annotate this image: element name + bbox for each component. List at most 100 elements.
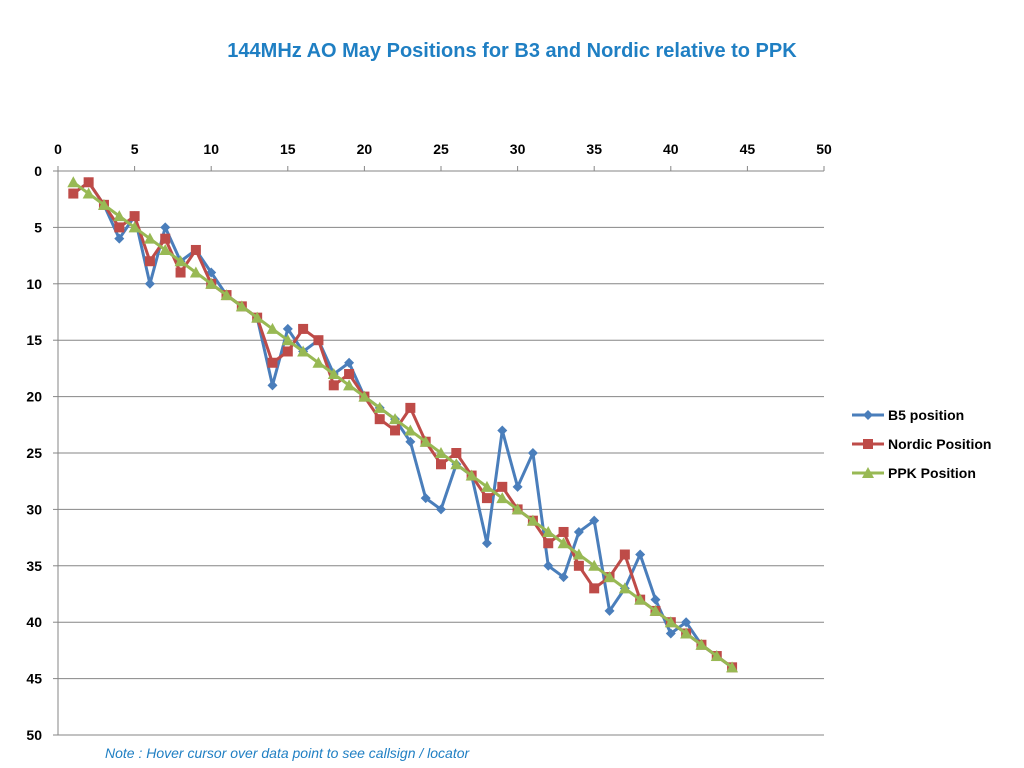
point-b5[interactable]: B5 position: 36, 39 [604, 605, 615, 616]
x-tick-label: 20 [357, 141, 373, 157]
point-ppk[interactable]: PPK Position: 31, 31 [526, 514, 539, 526]
point-nordic[interactable]: Nordic Position: 21, 22 [374, 414, 385, 425]
point-ppk[interactable]: PPK Position: 7, 7 [159, 243, 172, 255]
point-b5[interactable]: B5 position: 15, 14 [282, 323, 293, 334]
point-ppk[interactable]: PPK Position: 43, 43 [710, 650, 723, 662]
point-nordic[interactable]: Nordic Position: 1, 2 [68, 188, 79, 199]
point-nordic[interactable]: Nordic Position: 19, 18 [344, 369, 355, 380]
point-ppk[interactable]: PPK Position: 35, 35 [588, 559, 601, 571]
point-nordic[interactable]: Nordic Position: 2, 1 [83, 177, 94, 188]
point-ppk[interactable]: PPK Position: 21, 21 [373, 401, 386, 413]
point-nordic[interactable]: Nordic Position: 35, 37 [589, 583, 600, 594]
point-ppk[interactable]: PPK Position: 20, 20 [358, 390, 371, 402]
y-tick-label: 10 [26, 276, 42, 292]
point-nordic[interactable]: Nordic Position: 7, 6 [160, 233, 171, 244]
point-ppk[interactable]: PPK Position: 4, 4 [113, 210, 126, 222]
point-nordic[interactable]: Nordic Position: 23, 21 [405, 402, 416, 413]
point-nordic[interactable]: Nordic Position: 8, 9 [175, 267, 186, 278]
point-nordic[interactable]: Nordic Position: 15, 16 [282, 346, 293, 357]
point-nordic[interactable]: Nordic Position: 33, 32 [558, 526, 569, 537]
point-b5[interactable]: B5 position: 25, 30 [436, 504, 446, 515]
point-b5[interactable]: B5 position: 30, 28 [512, 481, 523, 492]
point-ppk[interactable]: PPK Position: 39, 39 [649, 604, 662, 616]
point-nordic[interactable]: Nordic Position: 5, 4 [129, 211, 140, 222]
point-nordic[interactable]: Nordic Position: 26, 25 [451, 448, 462, 458]
point-ppk[interactable]: PPK Position: 38, 38 [634, 593, 647, 605]
point-b5[interactable]: B5 position: 31, 25 [527, 448, 538, 458]
point-ppk[interactable]: PPK Position: 32, 32 [542, 525, 555, 537]
point-b5[interactable]: B5 position: 6, 10 [144, 278, 155, 289]
point-ppk[interactable]: PPK Position: 9, 9 [189, 266, 202, 278]
point-ppk[interactable]: PPK Position: 16, 16 [297, 345, 310, 357]
legend-item-ppk: PPK Position [852, 458, 991, 487]
point-nordic[interactable]: Nordic Position: 18, 19 [328, 380, 339, 391]
point-nordic[interactable]: Nordic Position: 29, 28 [497, 481, 508, 492]
point-ppk[interactable]: PPK Position: 26, 26 [450, 458, 463, 470]
point-ppk[interactable]: PPK Position: 8, 8 [174, 255, 187, 267]
legend-item-nordic: Nordic Position [852, 429, 991, 458]
point-b5[interactable]: B5 position: 28, 33 [481, 538, 492, 549]
series-line-ppk [72, 181, 733, 669]
hover-note: Note : Hover cursor over data point to s… [105, 745, 470, 761]
point-nordic[interactable]: Nordic Position: 9, 7 [190, 244, 201, 255]
point-ppk[interactable]: PPK Position: 44, 44 [726, 661, 739, 673]
point-ppk[interactable]: PPK Position: 17, 17 [312, 356, 325, 368]
point-b5[interactable]: B5 position: 23, 24 [405, 436, 416, 447]
point-b5[interactable]: B5 position: 4, 6 [114, 233, 125, 244]
point-nordic[interactable]: Nordic Position: 37, 34 [619, 549, 630, 560]
point-ppk[interactable]: PPK Position: 23, 23 [404, 424, 417, 436]
point-b5[interactable]: B5 position: 35, 31 [589, 515, 600, 526]
point-b5[interactable]: B5 position: 7, 5 [160, 222, 171, 233]
point-ppk[interactable]: PPK Position: 15, 15 [281, 334, 294, 346]
point-ppk[interactable]: PPK Position: 27, 27 [465, 469, 478, 481]
point-ppk[interactable]: PPK Position: 40, 40 [664, 616, 677, 628]
legend-marker-nordic [852, 438, 884, 449]
point-b5[interactable]: B5 position: 38, 34 [635, 549, 646, 560]
point-b5[interactable]: B5 position: 19, 17 [344, 357, 355, 368]
point-nordic[interactable]: Nordic Position: 17, 15 [313, 335, 324, 346]
point-b5[interactable]: B5 position: 32, 35 [543, 560, 554, 571]
point-ppk[interactable]: PPK Position: 19, 19 [343, 379, 356, 391]
point-ppk[interactable]: PPK Position: 29, 29 [496, 492, 509, 504]
point-ppk[interactable]: PPK Position: 24, 24 [419, 435, 432, 447]
point-ppk[interactable]: PPK Position: 34, 34 [572, 548, 585, 560]
point-b5[interactable]: B5 position: 33, 36 [558, 572, 569, 583]
point-ppk[interactable]: PPK Position: 41, 41 [680, 627, 693, 639]
point-ppk[interactable]: PPK Position: 30, 30 [511, 503, 524, 515]
point-ppk[interactable]: PPK Position: 28, 28 [480, 480, 493, 492]
point-ppk[interactable]: PPK Position: 18, 18 [327, 368, 340, 380]
point-nordic[interactable]: Nordic Position: 28, 29 [481, 493, 492, 504]
point-ppk[interactable]: PPK Position: 10, 10 [205, 277, 218, 289]
point-nordic[interactable]: Nordic Position: 14, 17 [267, 357, 278, 368]
point-ppk[interactable]: PPK Position: 14, 14 [266, 322, 279, 334]
point-ppk[interactable]: PPK Position: 13, 13 [251, 311, 264, 323]
point-b5[interactable]: B5 position: 40, 41 [665, 628, 676, 639]
point-ppk[interactable]: PPK Position: 2, 2 [82, 187, 95, 199]
point-ppk[interactable]: PPK Position: 6, 6 [143, 232, 156, 244]
point-ppk[interactable]: PPK Position: 25, 25 [435, 447, 447, 458]
point-ppk[interactable]: PPK Position: 11, 11 [220, 289, 233, 301]
point-ppk[interactable]: PPK Position: 42, 42 [695, 638, 708, 650]
point-ppk[interactable]: PPK Position: 33, 33 [557, 537, 570, 549]
point-nordic[interactable]: Nordic Position: 4, 5 [114, 222, 125, 233]
point-nordic[interactable]: Nordic Position: 22, 23 [390, 425, 401, 436]
point-ppk[interactable]: PPK Position: 36, 36 [603, 571, 616, 583]
point-ppk[interactable]: PPK Position: 37, 37 [618, 582, 631, 594]
point-b5[interactable]: B5 position: 24, 29 [420, 493, 431, 504]
point-nordic[interactable]: Nordic Position: 16, 14 [298, 323, 309, 334]
y-tick-label: 40 [26, 614, 42, 630]
point-ppk[interactable]: PPK Position: 12, 12 [235, 300, 248, 312]
point-ppk[interactable]: PPK Position: 3, 3 [97, 198, 110, 210]
point-nordic[interactable]: Nordic Position: 25, 26 [436, 459, 446, 470]
point-b5[interactable]: B5 position: 39, 38 [650, 594, 661, 605]
point-nordic[interactable]: Nordic Position: 34, 35 [573, 560, 584, 571]
point-b5[interactable]: B5 position: 14, 19 [267, 380, 278, 391]
point-b5[interactable]: B5 position: 29, 23 [497, 425, 508, 436]
point-b5[interactable]: B5 position: 34, 32 [573, 526, 584, 537]
point-ppk[interactable]: PPK Position: 1, 1 [67, 176, 80, 188]
point-ppk[interactable]: PPK Position: 5, 5 [128, 221, 141, 233]
point-nordic[interactable]: Nordic Position: 32, 33 [543, 538, 554, 549]
point-b5[interactable]: B5 position: 41, 40 [681, 617, 692, 628]
point-nordic[interactable]: Nordic Position: 6, 8 [144, 256, 155, 267]
point-ppk[interactable]: PPK Position: 22, 22 [389, 413, 402, 425]
